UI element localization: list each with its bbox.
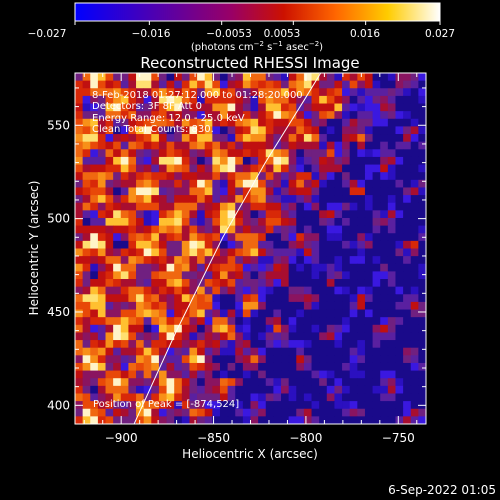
x-tick-label: −900 <box>105 431 138 445</box>
plot-title: Reconstructed RHESSI Image <box>140 54 359 72</box>
image-plot: 8-Feb-2018 01:27:12.000 to 01:28:20.000 … <box>74 72 427 425</box>
colorbar-tick-label: 0.016 <box>350 28 380 40</box>
x-tick-labels: −900 −850 −800 −750 <box>105 431 415 445</box>
y-tick-label: 450 <box>47 305 70 319</box>
generation-date: 6-Sep-2022 01:05 <box>388 483 496 497</box>
image-pixels <box>75 73 426 424</box>
y-tick-label: 400 <box>47 398 70 412</box>
x-tick-label: −800 <box>289 431 322 445</box>
axis-ticks <box>75 73 426 425</box>
solar-limb-line <box>133 73 322 424</box>
x-tick-label: −750 <box>382 431 415 445</box>
y-tick-labels: 400 450 500 550 <box>47 118 70 412</box>
y-tick-label: 500 <box>47 212 70 226</box>
detectors-label: Detectors: 3F 8F Att 0 <box>92 101 202 112</box>
energy-range-label: Energy Range: 12.0 - 25.0 keV <box>92 113 245 124</box>
x-tick-label: −850 <box>197 431 230 445</box>
colorbar-tick-label: −0.0053 <box>206 28 252 40</box>
x-axis-title: Heliocentric X (arcsec) <box>182 447 318 461</box>
plot-annotations: 8-Feb-2018 01:27:12.000 to 01:28:20.000 … <box>92 90 303 410</box>
colorbar-ticks <box>74 21 441 25</box>
colorbar-tick-label: 0.027 <box>425 28 455 40</box>
colorbar-gradient <box>74 2 441 22</box>
y-tick-label: 550 <box>47 118 70 132</box>
colorbar-tick-label: 0.0053 <box>264 28 301 40</box>
colorbar: −0.027 −0.016 −0.0053 0.0053 0.016 0.027… <box>28 2 455 53</box>
y-axis-title: Heliocentric Y (arcsec) <box>27 181 41 316</box>
time-range-label: 8-Feb-2018 01:27:12.000 to 01:28:20.000 <box>92 90 303 101</box>
colorbar-tick-label: −0.016 <box>132 28 171 40</box>
counts-label: Clean Total Counts: 830. <box>92 124 214 135</box>
peak-position-label: Position of Peak = [-874,524] <box>93 399 239 410</box>
colorbar-units-label: (photons cm−2 s−1 asec−2) <box>191 40 323 53</box>
colorbar-tick-label: −0.027 <box>28 28 67 40</box>
